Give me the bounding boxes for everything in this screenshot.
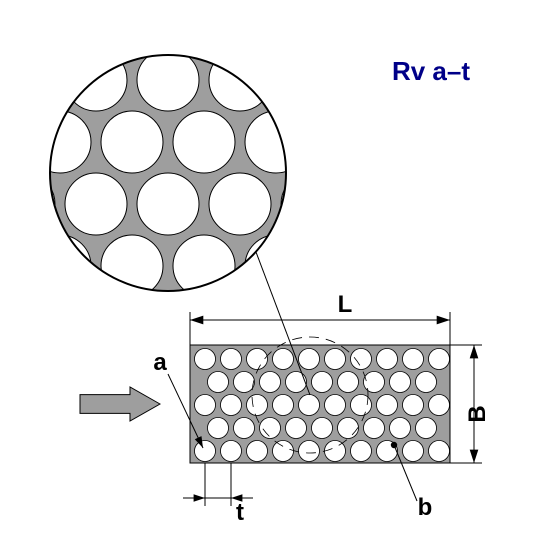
plate-hole xyxy=(312,372,333,393)
plate-hole xyxy=(416,372,437,393)
plate-hole xyxy=(299,395,320,416)
plate-hole xyxy=(260,372,281,393)
plate-hole xyxy=(234,418,255,439)
plate-hole xyxy=(195,395,216,416)
zoom-hole xyxy=(137,49,199,111)
label-a: a xyxy=(153,349,167,376)
plate-hole xyxy=(299,441,320,462)
plate-hole xyxy=(403,349,424,370)
label-b-dot-icon xyxy=(391,442,397,448)
plate-hole xyxy=(273,395,294,416)
plate-hole xyxy=(351,349,372,370)
zoom-hole xyxy=(173,111,235,173)
plate-hole xyxy=(195,441,216,462)
title-label: Rv a–t xyxy=(392,56,470,86)
plate-hole xyxy=(299,349,320,370)
plate-hole xyxy=(338,418,359,439)
plate-hole xyxy=(377,349,398,370)
plate-hole xyxy=(312,418,333,439)
plate-hole xyxy=(364,418,385,439)
plate-hole xyxy=(403,395,424,416)
plate-hole xyxy=(390,418,411,439)
label-b: b xyxy=(418,494,433,521)
zoom-hole xyxy=(65,173,127,235)
zoom-hole xyxy=(137,173,199,235)
plate-hole xyxy=(390,372,411,393)
plate-hole xyxy=(325,441,346,462)
plate-hole xyxy=(208,372,229,393)
plate-hole xyxy=(260,418,281,439)
plate-hole xyxy=(416,418,437,439)
plate-hole xyxy=(247,441,268,462)
plate-hole xyxy=(273,441,294,462)
plate-hole xyxy=(221,349,242,370)
plate-hole xyxy=(351,441,372,462)
plate-hole xyxy=(403,441,424,462)
plate-hole xyxy=(286,418,307,439)
plate-hole xyxy=(234,372,255,393)
plate-hole xyxy=(429,395,450,416)
plate-hole xyxy=(429,349,450,370)
plate-hole xyxy=(273,349,294,370)
plate-hole xyxy=(429,441,450,462)
plate-hole xyxy=(221,441,242,462)
dim-B-label: B xyxy=(464,405,491,422)
plate-hole xyxy=(364,372,385,393)
plate-hole xyxy=(325,349,346,370)
plate-hole xyxy=(377,395,398,416)
diagram-root: Rv a–t L Bt a b xyxy=(0,0,550,550)
plate-hole xyxy=(286,372,307,393)
dim-t-label: t xyxy=(236,499,244,526)
plate-hole xyxy=(325,395,346,416)
plate-hole xyxy=(208,418,229,439)
zoom-hole xyxy=(101,111,163,173)
plate-group xyxy=(190,345,450,463)
plate-hole xyxy=(338,372,359,393)
zoom-hole xyxy=(209,173,271,235)
plate-hole xyxy=(221,395,242,416)
plate-hole xyxy=(247,395,268,416)
plate-hole xyxy=(247,349,268,370)
dim-L-label: L xyxy=(338,291,353,318)
plate-hole xyxy=(195,349,216,370)
plate-hole xyxy=(351,395,372,416)
